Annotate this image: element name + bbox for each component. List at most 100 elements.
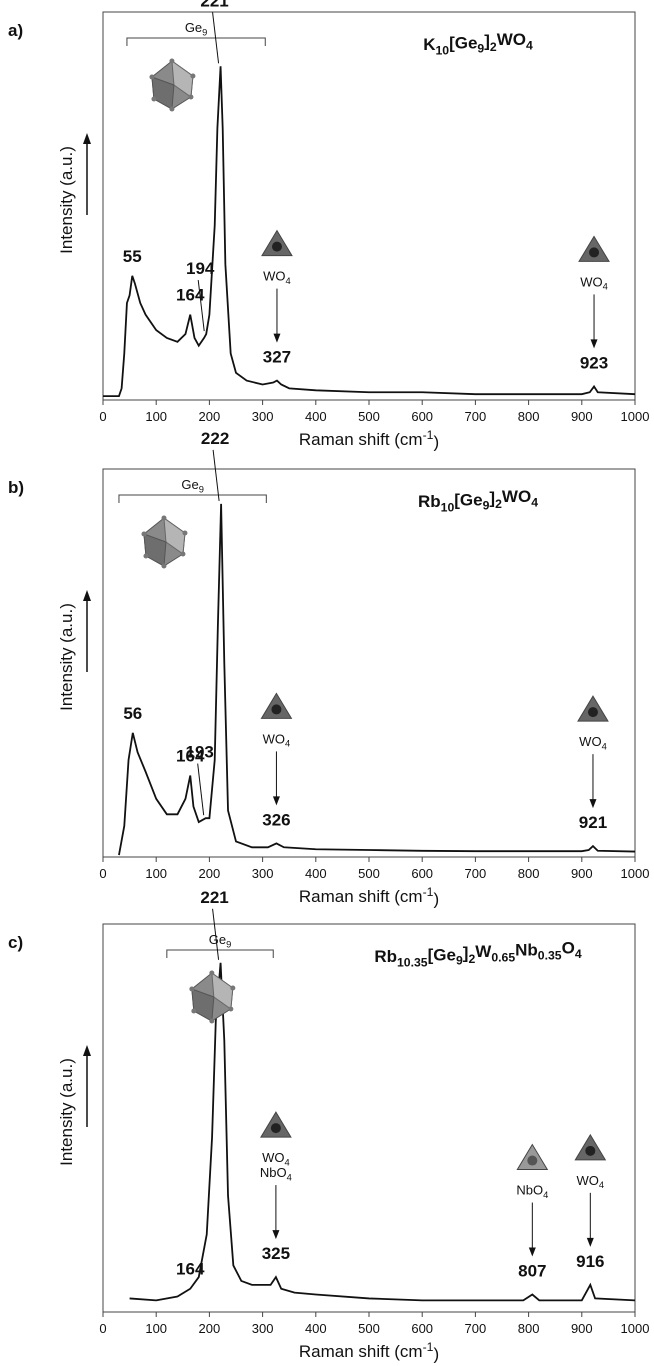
icon-atom [161, 563, 167, 569]
species-label: WO4 [263, 269, 291, 286]
icon-atom [149, 74, 155, 80]
x-tick-label: 900 [571, 409, 593, 424]
chart-title-part: 4 [575, 947, 582, 961]
x-axis-label-part: Raman shift (cm [299, 887, 423, 906]
species-label-part: 4 [602, 741, 607, 751]
spectrum-line [103, 66, 636, 398]
x-tick-label: 600 [411, 866, 433, 881]
panel-label: a) [8, 21, 23, 40]
x-tick-label: 400 [305, 409, 327, 424]
peak-label: 193 [185, 743, 213, 762]
icon-atom [191, 1008, 197, 1014]
x-tick-label: 200 [199, 866, 221, 881]
species-label: WO4 [263, 731, 291, 748]
chart-title-part: [Ge [428, 945, 456, 964]
peak-label: 921 [579, 813, 607, 832]
chart-title-part: 2 [468, 952, 475, 966]
icon-center [271, 704, 282, 715]
peak-label: 325 [262, 1244, 290, 1263]
chart-title-part: [Ge [449, 33, 477, 52]
x-axis-label-part: Raman shift (cm [299, 430, 423, 449]
cluster-label-part: 9 [199, 484, 204, 494]
tetra-icon [260, 692, 293, 719]
x-tick-label: 400 [305, 1321, 327, 1336]
x-tick-label: 500 [358, 409, 380, 424]
icon-center [585, 1145, 596, 1156]
x-axis-label: Raman shift (cm-1) [299, 1340, 439, 1364]
peak-label: 327 [263, 348, 291, 367]
chart-title-part: O [562, 939, 575, 958]
species-label-part: 4 [285, 739, 290, 749]
x-tick-label: 800 [518, 1321, 540, 1336]
species-arrow-head [272, 796, 280, 806]
chart-title-part: WO [502, 487, 531, 506]
x-tick-label: 200 [199, 1321, 221, 1336]
y-axis-label: Intensity (a.u.) [57, 1058, 76, 1166]
icon-atom [161, 515, 167, 521]
icon-atom [230, 985, 236, 991]
species-label-part: 4 [543, 1190, 548, 1200]
chart-title-part: 9 [456, 954, 463, 968]
chart-title-part: 2 [495, 497, 502, 511]
peak-label: 923 [580, 353, 608, 372]
species-label: WO4 [577, 1173, 605, 1190]
x-tick-label: 1000 [621, 1321, 650, 1336]
x-tick-label: 0 [99, 1321, 106, 1336]
x-tick-label: 300 [252, 866, 274, 881]
icon-center [527, 1155, 538, 1166]
species-arrow-head [528, 1247, 536, 1257]
spectrum-line [129, 962, 636, 1302]
x-tick-label: 800 [518, 866, 540, 881]
peak-leader [197, 279, 205, 332]
x-axis-label-part: -1 [423, 428, 434, 442]
chart-title-part: [Ge [454, 490, 482, 509]
x-tick-label: 900 [571, 866, 593, 881]
x-axis-label: Raman shift (cm-1) [299, 885, 439, 909]
cluster-icon [189, 970, 236, 1024]
x-tick-label: 900 [571, 1321, 593, 1336]
x-tick-label: 800 [518, 409, 540, 424]
x-axis-label-part: ) [433, 432, 439, 451]
chart-title-part: 9 [477, 42, 484, 56]
species-label-part: NbO [516, 1183, 543, 1198]
x-axis-label: Raman shift (cm-1) [299, 428, 439, 452]
icon-atom [169, 106, 175, 112]
spectrum-line [118, 503, 636, 856]
species-label-part: WO [263, 269, 285, 284]
chart-title-part: Rb [374, 947, 397, 966]
chart-title-part: K [423, 35, 436, 54]
species-label-part: 4 [284, 1157, 289, 1167]
species-label: WO4 [262, 1150, 290, 1167]
y-axis-label: Intensity (a.u.) [57, 603, 76, 711]
x-axis-label-part: -1 [423, 1340, 434, 1354]
tetra-icon [577, 695, 609, 722]
peak-label: 55 [123, 247, 142, 266]
chart-title-part: WO [497, 30, 526, 49]
cluster-label-part: Ge [185, 20, 202, 35]
icon-atom [188, 94, 194, 100]
x-tick-label: 0 [99, 866, 106, 881]
chart-title-part: Nb [515, 940, 538, 959]
icon-atom [151, 96, 157, 102]
chart-title-part: 4 [526, 38, 533, 52]
chart-title-part: 4 [531, 495, 538, 509]
species-label-part: WO [262, 1150, 284, 1165]
cluster-bracket [166, 949, 274, 958]
icon-atom [190, 73, 196, 79]
peak-label: 222 [201, 429, 229, 448]
x-axis-label-part: -1 [423, 885, 434, 899]
icon-atom [189, 986, 195, 992]
icon-center [587, 707, 598, 718]
peak-label: 221 [200, 0, 228, 10]
cluster-label-part: Ge [209, 932, 226, 947]
x-tick-label: 100 [145, 866, 167, 881]
x-tick-label: 600 [411, 409, 433, 424]
peak-label: 164 [176, 1260, 205, 1279]
chart-title-part: 2 [490, 40, 497, 54]
chart-title-part: 10.35 [397, 955, 428, 969]
x-tick-label: 100 [145, 1321, 167, 1336]
chart-title: Rb10[Ge9]2WO4 [418, 487, 538, 514]
species-label-part: WO [577, 1173, 599, 1188]
y-arrow-head [83, 1045, 91, 1056]
